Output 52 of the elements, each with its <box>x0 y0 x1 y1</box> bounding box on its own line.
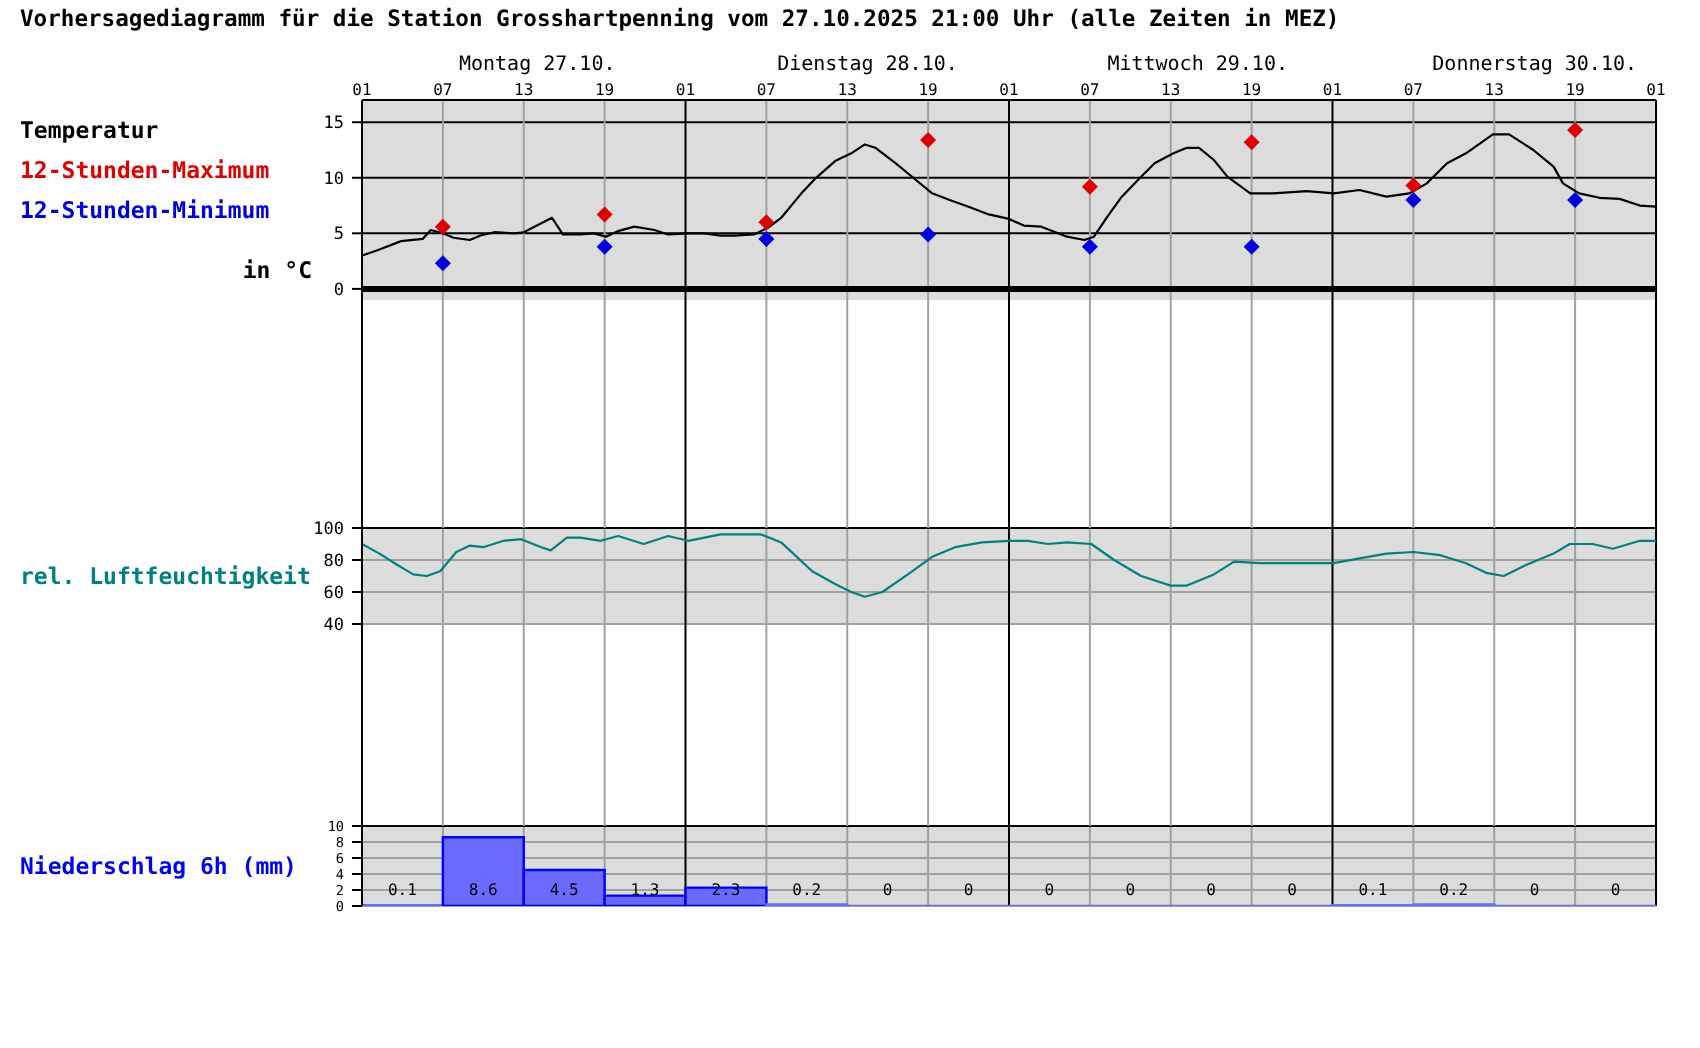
y-axis-title: in °C <box>240 254 312 288</box>
x-tick-label: 01 <box>352 81 372 99</box>
x-tick-label: 19 <box>1565 81 1586 99</box>
x-tick-label: 01 <box>1646 81 1666 99</box>
x2-tick-label: Donnerstag 30.10. <box>1432 54 1638 76</box>
x-tick-label: 19 <box>1241 81 1262 99</box>
x2-tick-label: Montag 27.10. <box>458 54 616 76</box>
data-label: 0 <box>1206 881 1217 899</box>
y-tick-label: 40 <box>323 616 344 637</box>
data-label: 2.3 <box>711 881 741 899</box>
x-tick-label: 01 <box>1322 81 1343 99</box>
y-tick-label: 10 <box>323 169 344 190</box>
y-tick-label: 0 <box>333 280 344 301</box>
x-tick-label: 13 <box>837 81 858 99</box>
x-tick-label: 19 <box>918 81 939 99</box>
x-tick-label: 13 <box>514 81 534 99</box>
x-tick-label: 07 <box>756 81 777 99</box>
x-tick-label: 19 <box>594 81 615 99</box>
x2-tick-label: Dienstag 28.10. <box>777 54 958 76</box>
text: 12-Stunden-Maximum <box>20 154 272 188</box>
data-label: 0 <box>1044 881 1055 899</box>
y-tick-label: 5 <box>333 225 344 246</box>
data-label: 0 <box>1529 881 1540 899</box>
y-tick-label: 60 <box>323 584 344 605</box>
y-tick-label: 15 <box>323 114 344 135</box>
data-label: 0.2 <box>1439 881 1469 899</box>
data-label: 0 <box>1287 881 1298 899</box>
data-label: 0.2 <box>792 881 822 899</box>
data-label: 4.5 <box>549 881 579 899</box>
text: Temperatur <box>20 114 161 148</box>
x2-tick-label: Mittwoch 29.10. <box>1107 54 1289 76</box>
x-tick-label: 01 <box>675 81 696 99</box>
data-label: 0.1 <box>1358 881 1388 899</box>
y-tick-label: 100 <box>313 520 344 541</box>
text: 12-Stunden-Minimum <box>20 194 272 228</box>
x-tick-label: 07 <box>1403 81 1424 99</box>
data-label: 0 <box>1125 881 1136 899</box>
data-label: 1.3 <box>630 881 660 899</box>
x-tick-label: 13 <box>1161 81 1181 99</box>
data-label: 8.6 <box>468 881 499 899</box>
x-tick-label: 07 <box>433 81 453 99</box>
data-label: 0 <box>963 881 974 899</box>
data-label: 0 <box>1610 881 1621 899</box>
text: rel. Luftfeuchtigkeit <box>20 560 312 594</box>
text: Niederschlag 6h (mm) <box>20 850 299 884</box>
x-tick-label: 01 <box>999 81 1019 99</box>
data-label: 0 <box>882 881 893 899</box>
y-tick-label: 80 <box>323 552 344 573</box>
chart-title: Vorhersagediagramm für die Station Grosshartpenning vom 27.10.2025 21:00 Uhr (alle Zeiten in MEZ) <box>20 6 1340 34</box>
x-tick-label: 13 <box>1484 81 1505 99</box>
data-label: 0.1 <box>387 881 418 899</box>
x-tick-label: 07 <box>1080 81 1100 99</box>
